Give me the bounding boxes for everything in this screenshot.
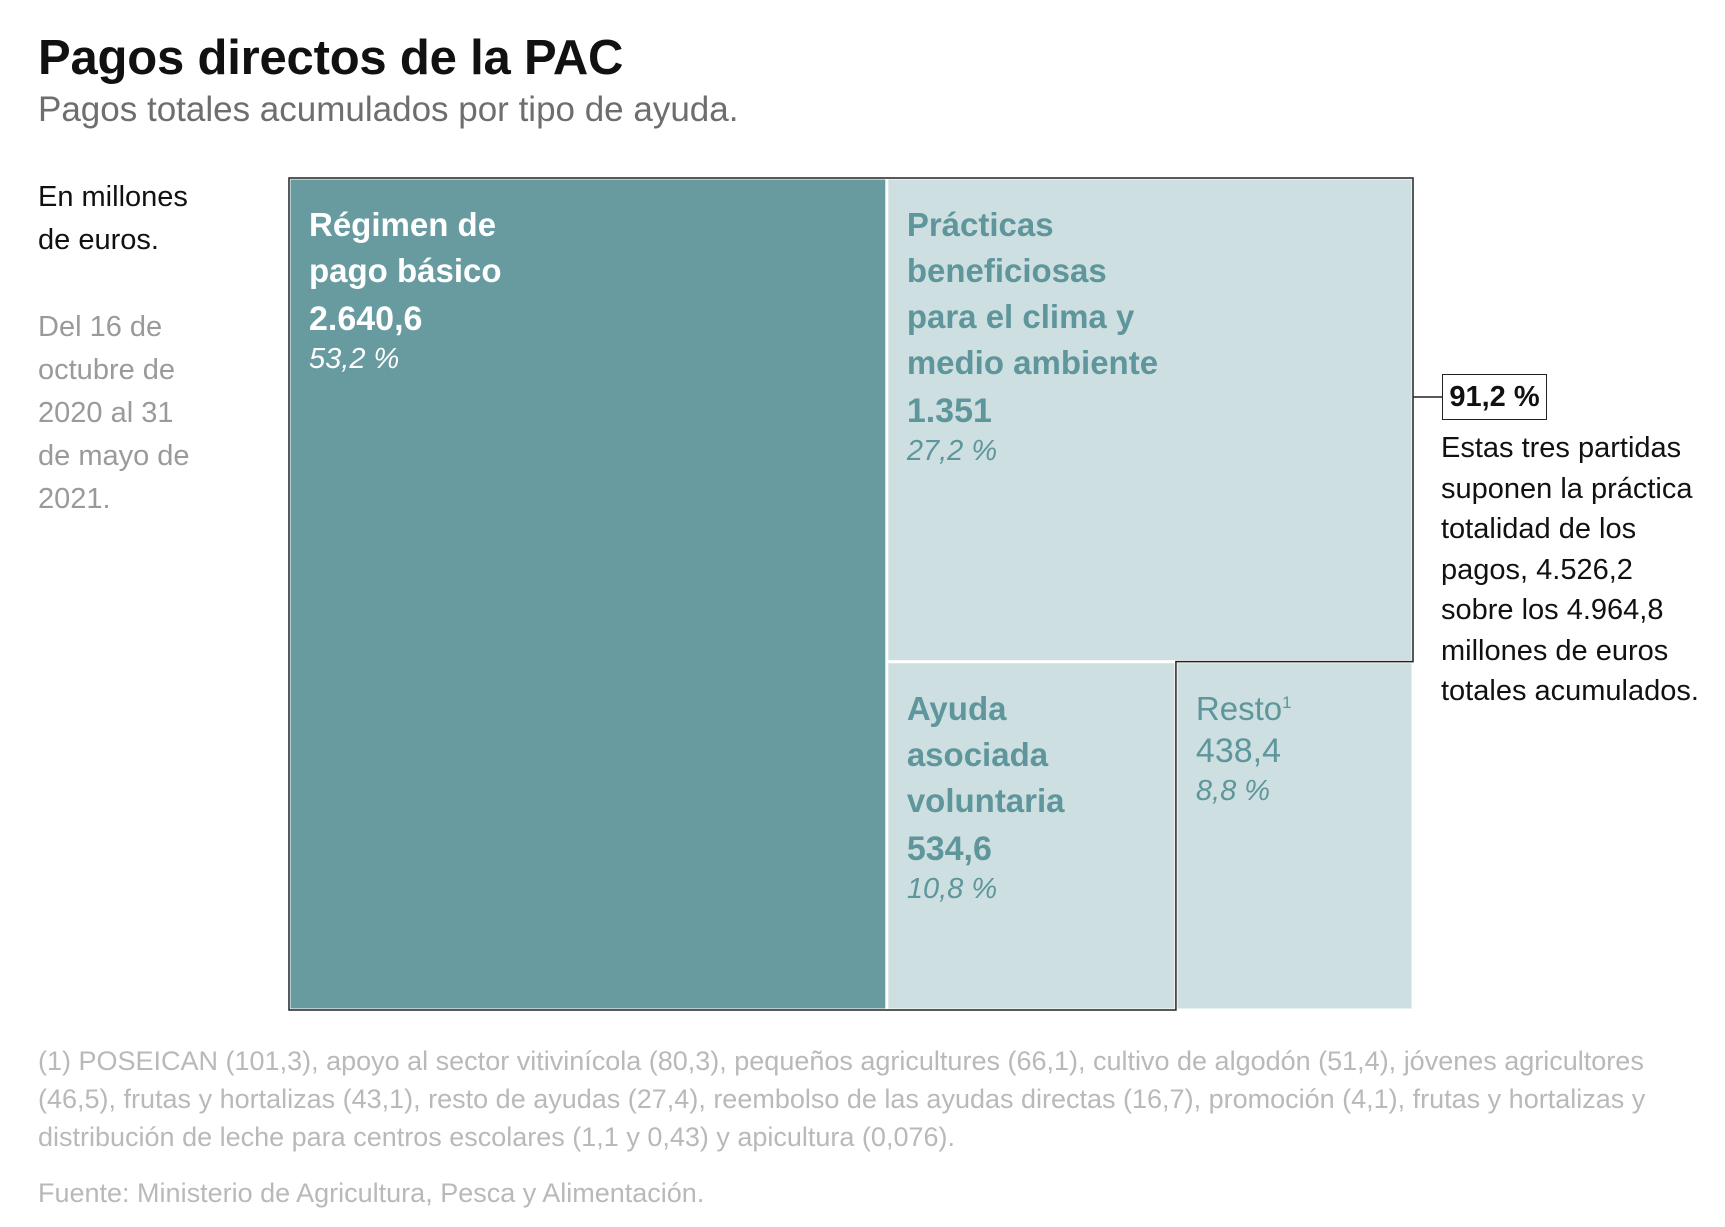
tile-percent: 53,2 % <box>309 343 400 375</box>
source-note: Fuente: Ministerio de Agricultura, Pesca… <box>38 1178 705 1208</box>
tile-value: 438,4 <box>1195 731 1282 770</box>
tile-label-group-ayuda-asociada-voluntaria: Ayuda asociada voluntaria 534,6 10,8 % <box>907 686 1156 906</box>
tile-label: Ayuda asociada voluntaria <box>906 689 1065 819</box>
tile-label-group-practicas-beneficiosas-para-el-clima-y-medio-ambiente: Prácticas beneficiosas para el clima y m… <box>907 202 1162 468</box>
tile-label: Prácticas beneficiosas para el clima y m… <box>906 206 1159 381</box>
tile-value: 534,6 <box>906 829 992 868</box>
tile-label-group-resto: Resto1 438,4 8,8 % <box>1196 686 1411 808</box>
chart-title: Pagos directos de la PAC <box>38 31 624 85</box>
tile-label: Resto1 <box>1195 689 1292 727</box>
callout-percent-box: 91,2 % <box>1442 374 1547 420</box>
tile-percent: 8,8 % <box>1195 774 1271 807</box>
tile-label: Régimen de pago básico <box>309 206 502 289</box>
tile-percent: 10,8 % <box>906 872 998 905</box>
tile-label-group-regimen-de-pago-basico: Régimen de pago básico 2.640,6 53,2 % <box>309 202 564 376</box>
chart-subtitle: Pagos totales acumulados por tipo de ayu… <box>38 90 739 129</box>
tile-value: 1.351 <box>906 392 992 430</box>
period-note: Del 16 de octubre de 2020 al 31 de mayo … <box>38 311 190 515</box>
units-note: En millones de euros. <box>38 181 188 256</box>
footnote: (1) POSEICAN (101,3), apoyo al sector vi… <box>38 1046 1646 1152</box>
footnote-marker: 1 <box>1282 692 1292 712</box>
tile-value: 2.640,6 <box>309 300 423 338</box>
callout-text: Estas tres partidas suponen la práctica … <box>1441 432 1699 707</box>
tile-percent: 27,2 % <box>906 435 998 467</box>
